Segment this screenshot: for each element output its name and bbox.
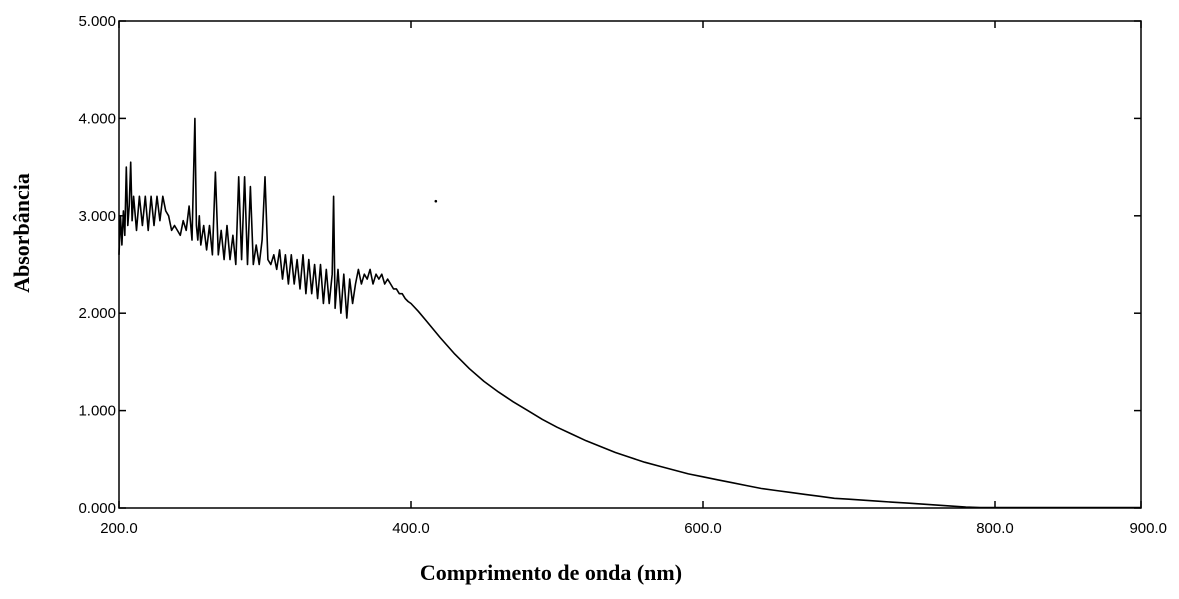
x-axis-title: Comprimento de onda (nm) — [420, 560, 682, 585]
y-tick-labels: 0.000 1.000 2.000 3.000 4.000 5.000 — [78, 13, 116, 517]
y-tick-label: 1.000 — [78, 403, 116, 420]
y-tick-label: 5.000 — [78, 13, 116, 30]
x-tick-label: 900.0 — [1129, 520, 1167, 537]
x-tick-label: 800.0 — [976, 520, 1014, 537]
x-tick-labels: 200.0 400.0 600.0 800.0 900.0 — [100, 520, 1167, 537]
plot-area — [118, 20, 1142, 509]
point-marker — [434, 199, 438, 203]
point-markers — [434, 199, 438, 203]
x-tick-label: 200.0 — [100, 520, 138, 537]
y-tick-label: 0.000 — [78, 500, 116, 517]
y-axis-title: Absorbância — [9, 173, 34, 293]
axis-ticks — [118, 20, 1142, 509]
y-tick-label: 2.000 — [78, 305, 116, 322]
y-tick-label: 3.000 — [78, 208, 116, 225]
y-tick-label: 4.000 — [78, 110, 116, 127]
absorbance-series-line — [118, 117, 1141, 509]
x-tick-label: 600.0 — [684, 520, 722, 537]
x-tick-label: 400.0 — [392, 520, 430, 537]
